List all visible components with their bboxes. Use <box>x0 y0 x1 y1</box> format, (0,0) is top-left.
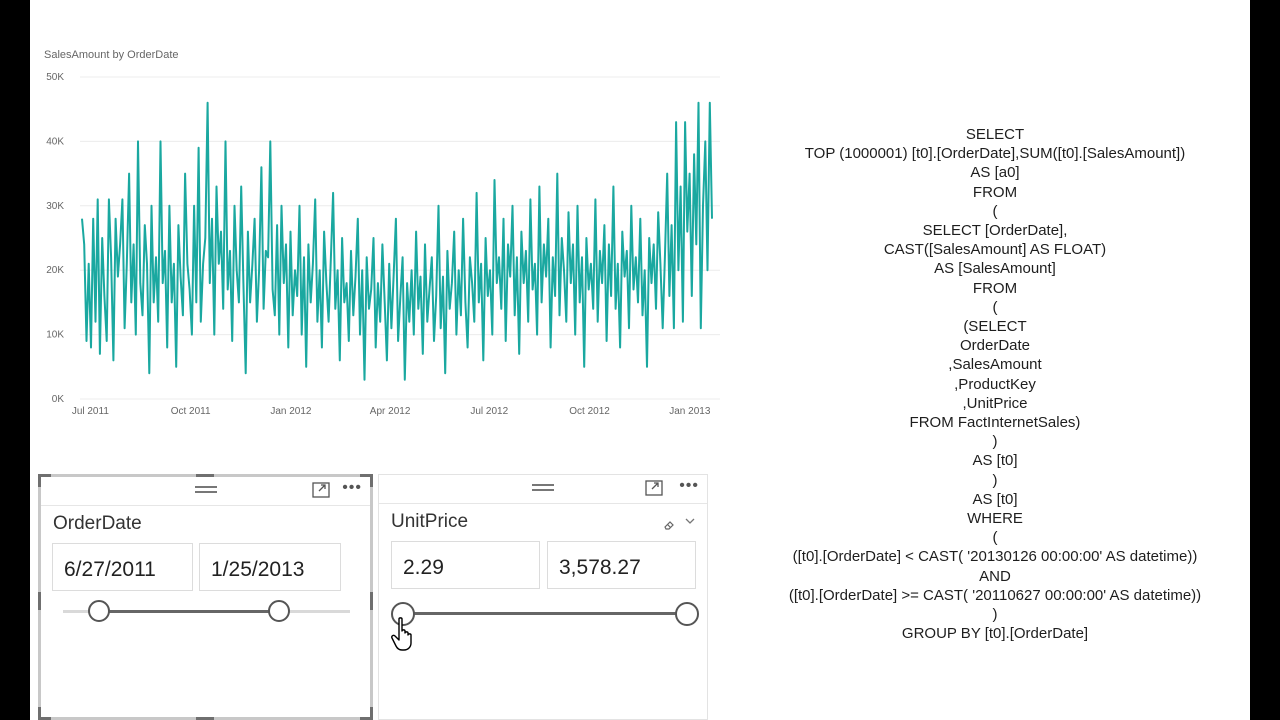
x-tick-label: Jul 2012 <box>470 406 508 417</box>
more-options-icon[interactable]: ••• <box>342 479 362 496</box>
resize-corner-bottom-left[interactable] <box>38 707 51 720</box>
start-date-input[interactable]: 6/27/2011 <box>52 543 193 591</box>
max-slider-handle[interactable] <box>675 602 699 626</box>
slider-track-selected[interactable] <box>403 612 687 615</box>
max-price-input[interactable]: 3,578.27 <box>547 541 696 589</box>
y-tick-label: 50K <box>46 72 64 83</box>
slider-track-selected[interactable] <box>98 610 279 613</box>
min-slider-handle[interactable] <box>391 602 415 626</box>
resize-corner-top-right[interactable] <box>360 474 373 487</box>
y-axis: 50K 40K 30K 20K 10K 0K <box>46 72 64 405</box>
min-price-input[interactable]: 2.29 <box>391 541 540 589</box>
focus-mode-icon[interactable] <box>645 480 663 496</box>
eraser-icon[interactable] <box>663 519 675 531</box>
end-date-input[interactable]: 1/25/2013 <box>199 543 341 591</box>
slicer-title: UnitPrice <box>391 511 469 532</box>
x-tick-label: Jan 2012 <box>270 406 312 417</box>
resize-handle-left[interactable] <box>38 592 41 610</box>
y-tick-label: 0K <box>52 394 65 405</box>
y-tick-label: 30K <box>46 201 64 212</box>
resize-handle-bottom[interactable] <box>196 717 214 720</box>
end-slider-handle[interactable] <box>267 600 290 622</box>
grip-icon[interactable] <box>532 484 554 491</box>
resize-corner-top-left[interactable] <box>38 474 51 487</box>
grip-icon[interactable] <box>194 486 217 493</box>
x-tick-label: Oct 2012 <box>569 406 610 417</box>
more-options-icon[interactable]: ••• <box>679 477 699 494</box>
orderdate-slicer[interactable]: ••• OrderDate 6/27/2011 1/25/2013 <box>38 474 373 720</box>
slicer-title: OrderDate <box>53 513 142 534</box>
chevron-down-icon[interactable] <box>685 516 695 526</box>
y-tick-label: 40K <box>46 136 64 147</box>
report-canvas: SalesAmount by OrderDate 50K 40K 30K 20K 10K… <box>30 0 1250 720</box>
x-axis: Jul 2011 Oct 2011 Jan 2012 Apr 2012 Jul 2012… <box>72 406 711 417</box>
x-tick-label: Oct 2011 <box>171 406 211 417</box>
start-slider-handle[interactable] <box>87 600 110 622</box>
line-chart[interactable]: 50K 40K 30K 20K 10K 0K Jul 2011 Oct 2011 Jan 20… <box>30 60 730 430</box>
x-tick-label: Jan 2013 <box>669 406 711 417</box>
y-tick-label: 20K <box>46 265 64 276</box>
y-tick-label: 10K <box>46 330 64 341</box>
resize-handle-top[interactable] <box>196 474 214 477</box>
focus-mode-icon[interactable] <box>312 482 330 498</box>
slicer-header: ••• <box>41 477 370 506</box>
resize-handle-right[interactable] <box>370 592 373 610</box>
slicer-header: ••• <box>379 475 707 504</box>
x-tick-label: Jul 2011 <box>72 406 110 417</box>
chart-title: SalesAmount by OrderDate <box>44 49 179 61</box>
x-tick-label: Apr 2012 <box>370 406 411 417</box>
hand-cursor-icon <box>391 617 412 651</box>
sql-query-text: SELECT TOP (1000001) [t0].[OrderDate],SU… <box>788 126 1202 643</box>
sales-amount-series-line[interactable] <box>81 101 713 381</box>
resize-corner-bottom-right[interactable] <box>360 707 373 720</box>
unitprice-slicer[interactable]: ••• UnitPrice 2.29 3,578.27 <box>378 474 708 720</box>
